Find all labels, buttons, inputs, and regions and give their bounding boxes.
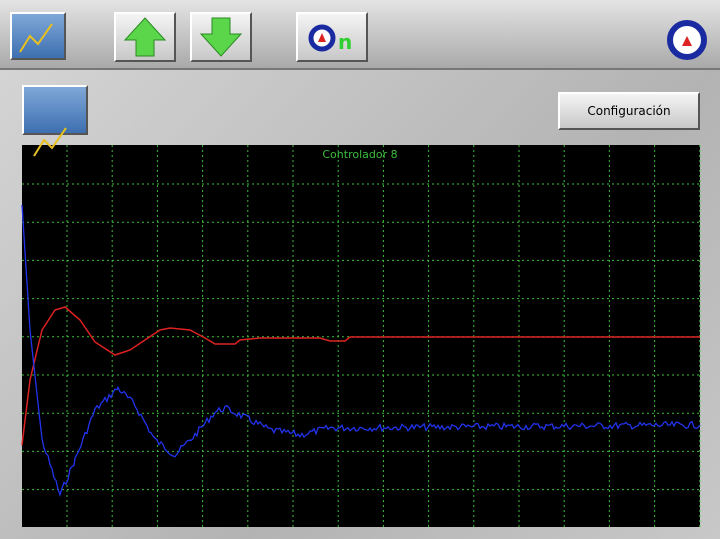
down-arrow-icon bbox=[199, 17, 243, 57]
chart-icon-line bbox=[33, 127, 67, 157]
chart-button[interactable] bbox=[22, 85, 88, 135]
chart-icon-line bbox=[19, 23, 53, 53]
on-label: n bbox=[338, 30, 353, 54]
blue-trace bbox=[21, 204, 701, 498]
config-button[interactable]: Configuración bbox=[558, 92, 700, 130]
status-icon-marker bbox=[682, 36, 692, 46]
on-icon-marker bbox=[318, 33, 326, 42]
red-trace bbox=[21, 306, 700, 446]
up-arrow-icon bbox=[123, 17, 167, 57]
chart-area bbox=[22, 145, 700, 527]
chart-title: Controlador 8 bbox=[322, 148, 397, 161]
chart-button[interactable] bbox=[10, 12, 66, 60]
